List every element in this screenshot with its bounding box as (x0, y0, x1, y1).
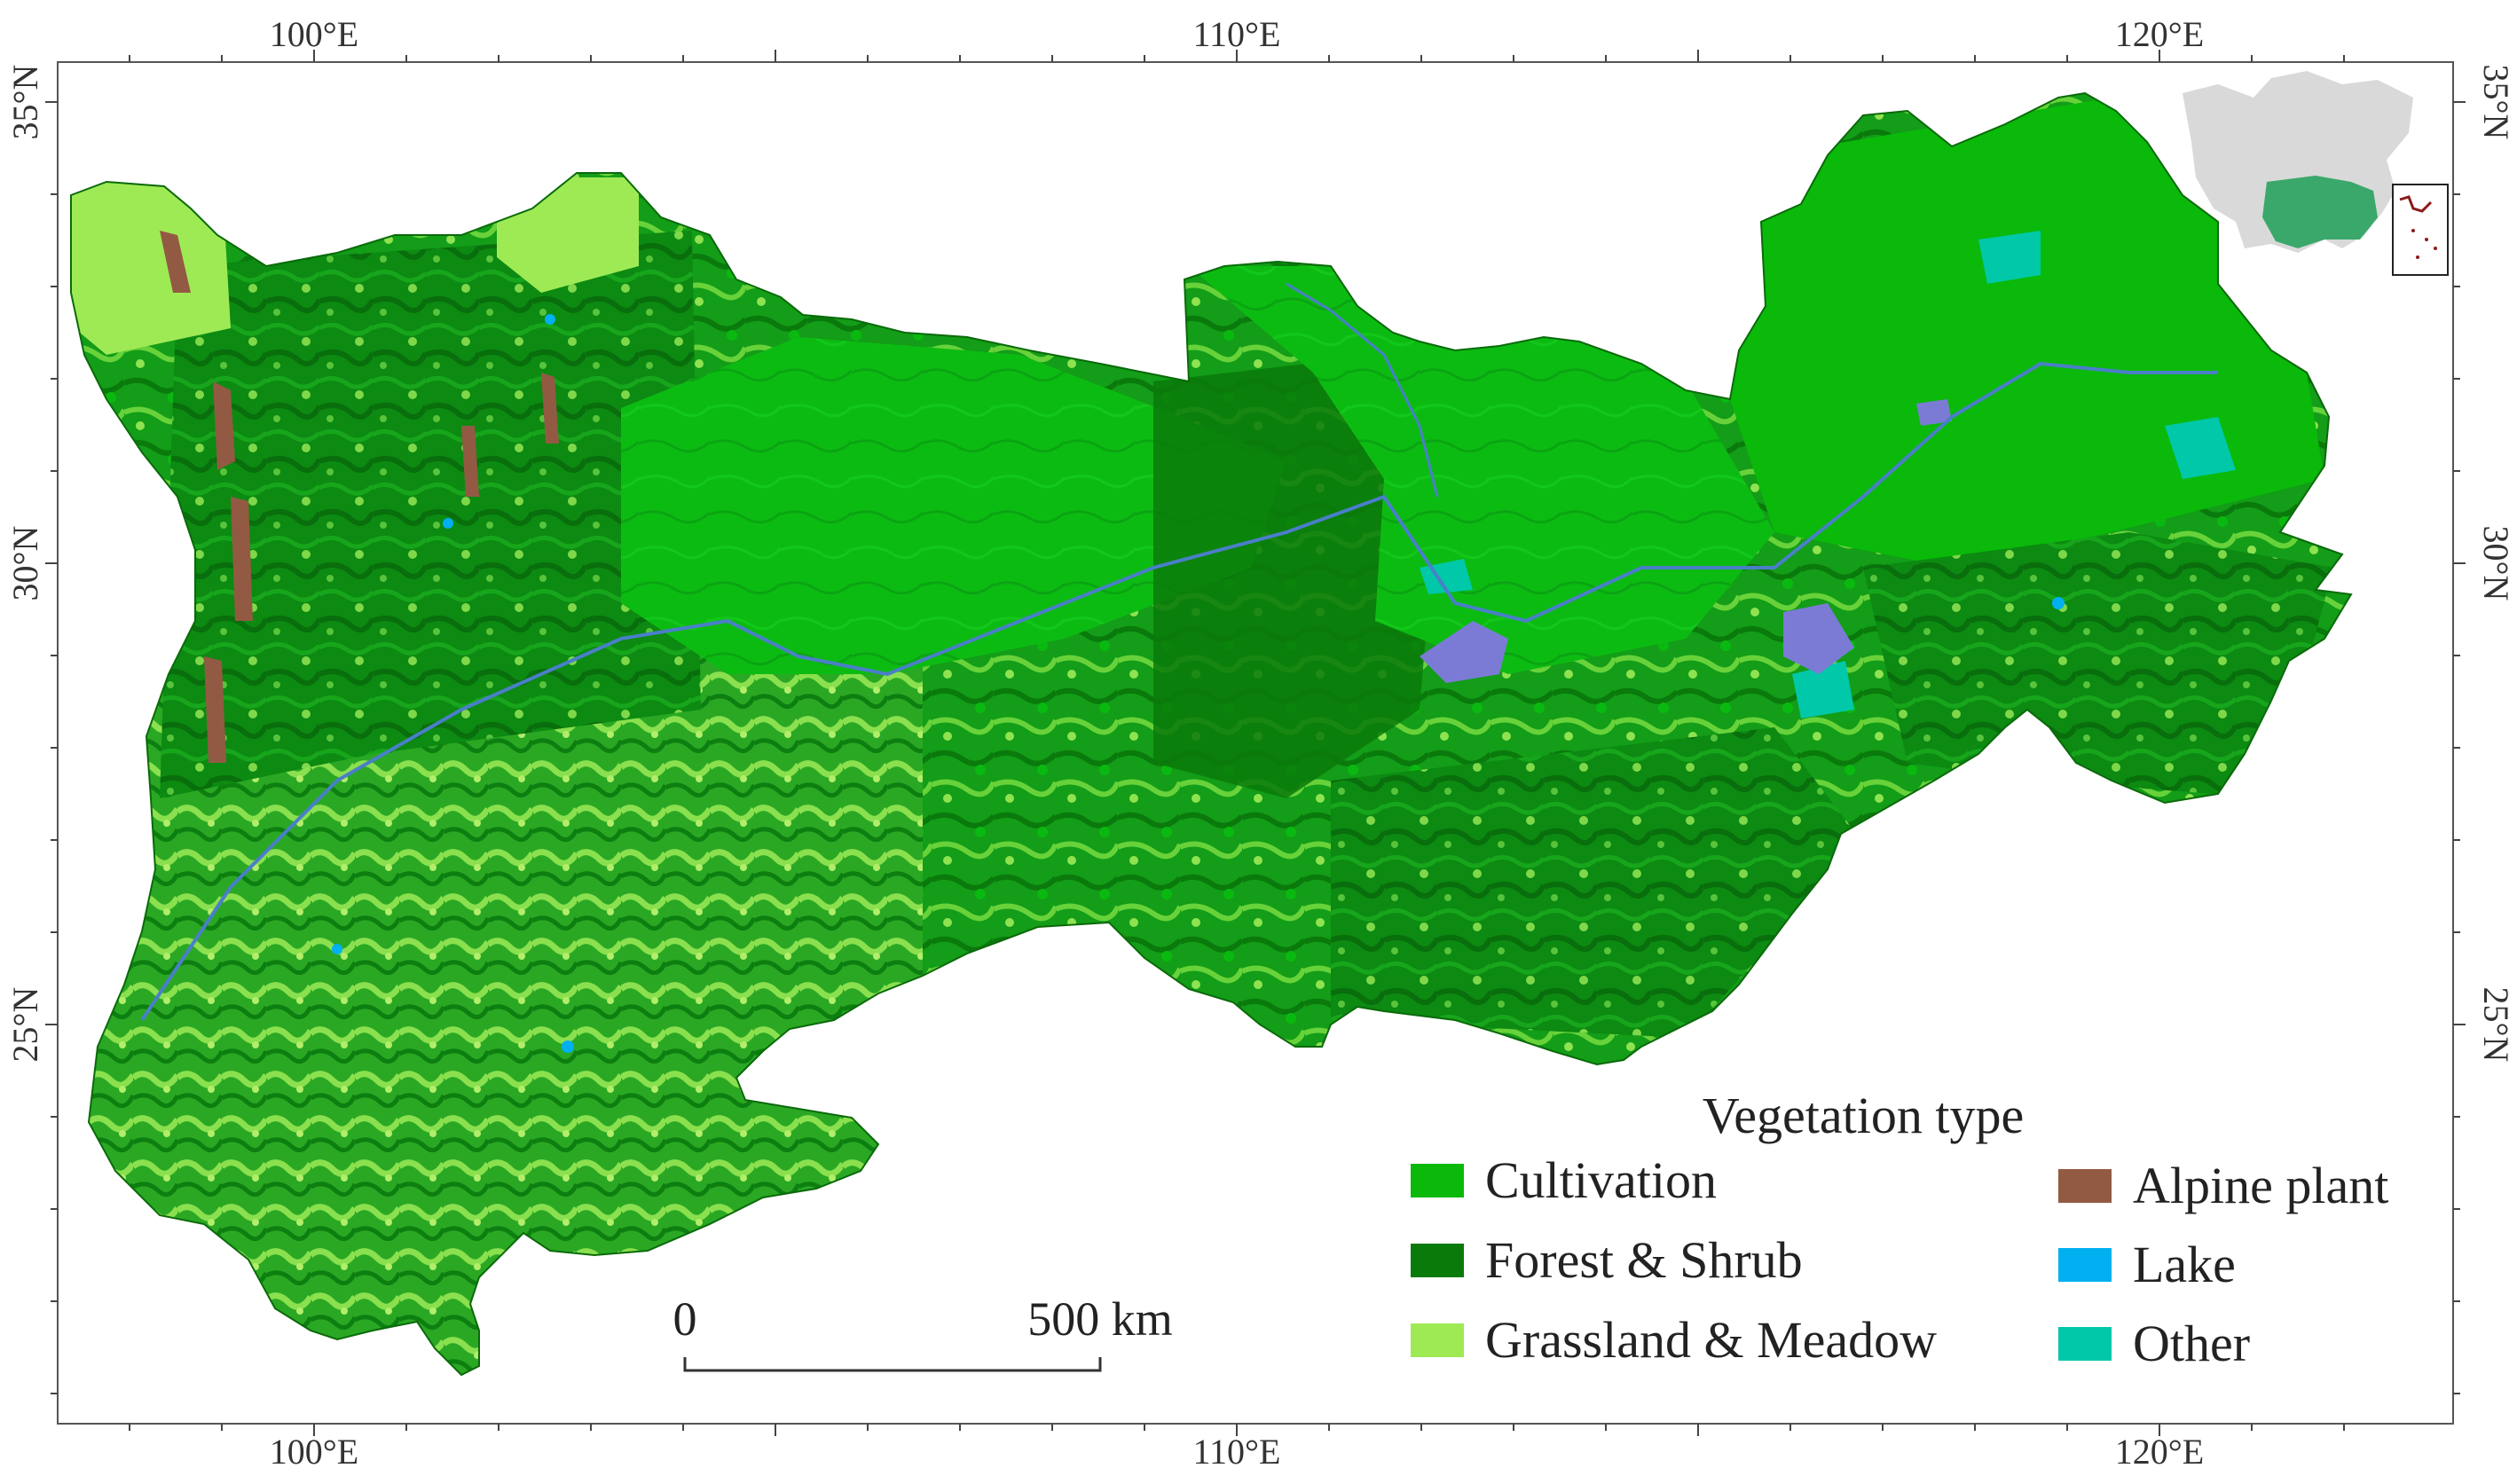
scale-bar-line (683, 1357, 1102, 1372)
lake-patch (2052, 597, 2065, 609)
legend-swatch (1411, 1323, 1464, 1357)
legend-label: Alpine plant (2133, 1157, 2388, 1214)
left-lat-label: 30°N (5, 526, 45, 601)
legend-label: Forest & Shrub (1485, 1231, 1803, 1289)
other-patch (1978, 231, 2041, 284)
scale-end-label: 500 km (1027, 1292, 1173, 1346)
legend: Vegetation type Cultivation Forest & Shru… (1411, 1087, 2388, 1372)
bottom-lon-label: 100°E (270, 1432, 358, 1472)
island-dot (2416, 255, 2419, 259)
scale-bar: 0 500 km (673, 1292, 1173, 1372)
lake-patch (545, 314, 555, 325)
bottom-lon-label: 110°E (1193, 1432, 1281, 1472)
alpine-patch (541, 373, 559, 444)
china-inset-map (2183, 71, 2449, 276)
alpine-patch (461, 426, 479, 497)
lake-patch (562, 1040, 574, 1053)
alpine-patch (231, 497, 253, 621)
yangtze-river (140, 361, 2218, 1022)
island-marks (2399, 195, 2433, 213)
map-frame (57, 61, 2454, 1425)
legend-swatch (1411, 1244, 1464, 1277)
poyang-lake (1783, 603, 1854, 674)
alpine-patch (204, 656, 226, 763)
lake-patch (443, 518, 453, 529)
scale-start-label: 0 (673, 1292, 697, 1346)
right-lat-label: 30°N (2476, 526, 2516, 601)
western-forest-zone (160, 231, 701, 798)
legend-swatch (2058, 1327, 2112, 1361)
other-patch (1792, 661, 1854, 718)
alpine-patch (213, 381, 235, 470)
alpine-patch (160, 231, 191, 293)
left-lat-label: 35°N (5, 65, 45, 140)
vegetation-region (71, 93, 2351, 1375)
legend-swatch (2058, 1169, 2112, 1203)
central-forest-zone (1153, 355, 1437, 798)
right-lat-label: 25°N (2476, 987, 2516, 1063)
legend-label: Grassland & Meadow (1485, 1311, 1937, 1369)
top-lon-label: 120°E (2115, 14, 2204, 54)
right-lat-label: 35°N (2476, 65, 2516, 140)
legend-swatch (1411, 1164, 1464, 1197)
northwest-grassland-zone (71, 177, 231, 355)
legend-label: Other (2133, 1315, 2250, 1372)
southeast-forest-zone (1863, 532, 2333, 798)
legend-label: Cultivation (1485, 1151, 1717, 1209)
lake-patch (332, 944, 342, 954)
top-lon-label: 100°E (270, 14, 358, 54)
wetland-patch (1916, 399, 1952, 426)
han-river (1286, 282, 1439, 498)
island-dot (2425, 238, 2428, 241)
dongting-lake (1420, 621, 1508, 683)
top-lon-label: 110°E (1193, 14, 1281, 54)
legend-swatch (2058, 1248, 2112, 1282)
island-dot (2411, 229, 2415, 232)
basin-cultivation-zone (621, 337, 1286, 674)
bottom-lon-label: 120°E (2115, 1432, 2204, 1472)
legend-label: Lake (2133, 1236, 2236, 1293)
study-region-inset (2262, 176, 2378, 248)
south-forest-zone (1331, 727, 1863, 1038)
other-patch (2165, 417, 2236, 479)
graticule: 100°E 110°E 120°E 100°E 110°E 120°E 35°N 30°N 25… (5, 14, 2516, 1472)
left-lat-label: 25°N (5, 987, 45, 1063)
legend-title: Vegetation type (1703, 1087, 2024, 1144)
island-dot (2434, 247, 2437, 250)
